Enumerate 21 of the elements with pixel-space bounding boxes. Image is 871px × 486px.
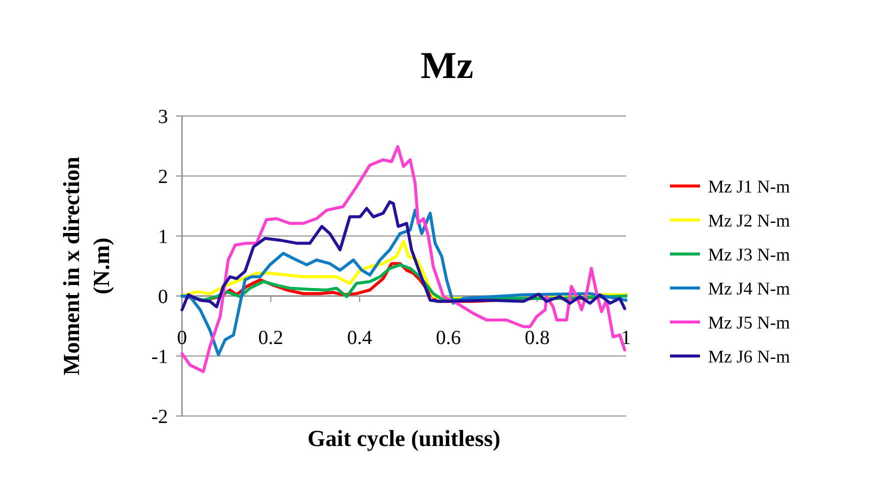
x-tick-label: 0.6 (436, 327, 461, 349)
y-tick-label: -1 (151, 346, 168, 368)
y-tick-label: 2 (158, 166, 168, 188)
legend-label: Mz J6 N-m (708, 346, 790, 366)
y-axis-title: Moment in x direction (N.m) (59, 156, 114, 376)
legend-label: Mz J1 N-m (708, 176, 790, 196)
chart-title: Mz (420, 45, 474, 87)
y-tick-label: 3 (158, 106, 168, 128)
x-tick-label: 0.2 (258, 327, 284, 349)
y-tick-label: -2 (151, 406, 168, 428)
legend-label: Mz J2 N-m (708, 210, 790, 230)
legend-label: Mz J5 N-m (708, 312, 790, 332)
x-tick-label: 1 (621, 327, 631, 349)
y-tick-label: 1 (158, 226, 168, 248)
y-tick-label: 0 (158, 286, 168, 308)
x-axis-title: Gait cycle (unitless) (308, 426, 500, 451)
x-tick-label: 0 (177, 327, 187, 349)
legend-label: Mz J4 N-m (708, 278, 790, 298)
x-tick-label: 0.4 (347, 327, 372, 349)
legend-label: Mz J3 N-m (708, 244, 790, 264)
x-tick-label: 0.8 (524, 327, 550, 349)
